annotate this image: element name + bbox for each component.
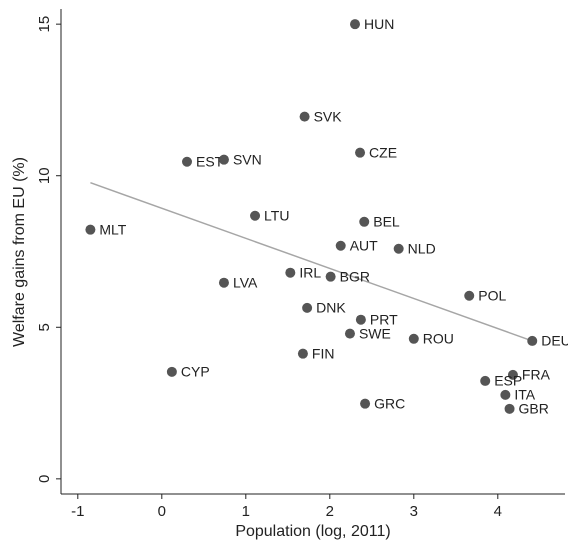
point-label: ESP [494,373,522,389]
point-label: DEU [541,333,568,349]
point-label: AUT [350,237,378,253]
x-axis-label: Population (log, 2011) [235,523,390,540]
point [85,224,96,235]
point [360,398,371,409]
point-label: LVA [233,274,258,290]
point [527,335,538,346]
point-label: SVN [233,151,262,167]
point-label: DNK [316,300,346,316]
point [480,375,491,386]
point-label: FIN [312,345,335,361]
point [218,154,229,165]
x-tick-label: 0 [158,503,166,520]
point [302,302,313,313]
point-label: LTU [264,207,289,223]
x-tick-label: 4 [494,503,502,520]
point-label: SVK [314,108,343,124]
point [393,243,404,254]
y-tick-label: 0 [36,475,53,483]
point-label: CZE [369,144,397,160]
x-tick-label: 1 [242,503,250,520]
x-tick-label: -1 [71,503,84,520]
point [325,271,336,282]
point-label: BGR [340,268,370,284]
point-label: GRC [374,395,405,411]
point [350,19,360,30]
y-tick-label: 15 [36,16,53,33]
y-tick-label: 10 [36,167,53,184]
point [297,348,308,359]
point [285,267,296,278]
point-label: SWE [359,325,391,341]
point [250,210,261,221]
x-tick-label: 2 [326,503,334,520]
point-label: GBR [519,401,549,417]
point [500,389,511,400]
point [182,156,192,167]
y-tick-label: 5 [36,323,53,331]
point [355,147,366,158]
point-label: POL [478,287,506,303]
point [166,366,177,377]
point [359,216,370,227]
point-label: CYP [181,364,210,380]
point-label: IRL [299,264,321,280]
fit-line [90,181,533,342]
point-label: ROU [423,331,454,347]
point-label: NLD [408,240,436,256]
point [344,328,355,339]
point [335,240,346,251]
point-label: MLT [99,221,126,237]
point [299,111,310,122]
point-label: FRA [522,367,551,383]
point-label: PRT [370,311,398,327]
point [218,277,229,288]
point [504,403,515,414]
point [464,290,475,301]
y-axis-label: Welfare gains from EU (%) [11,157,28,347]
x-tick-label: 3 [410,503,418,520]
point-label: EST [196,153,224,169]
point [408,333,419,344]
point [507,369,518,380]
point [355,314,366,325]
point-label: ITA [514,387,535,403]
point-label: HUN [364,16,394,32]
point-label: BEL [373,213,400,229]
